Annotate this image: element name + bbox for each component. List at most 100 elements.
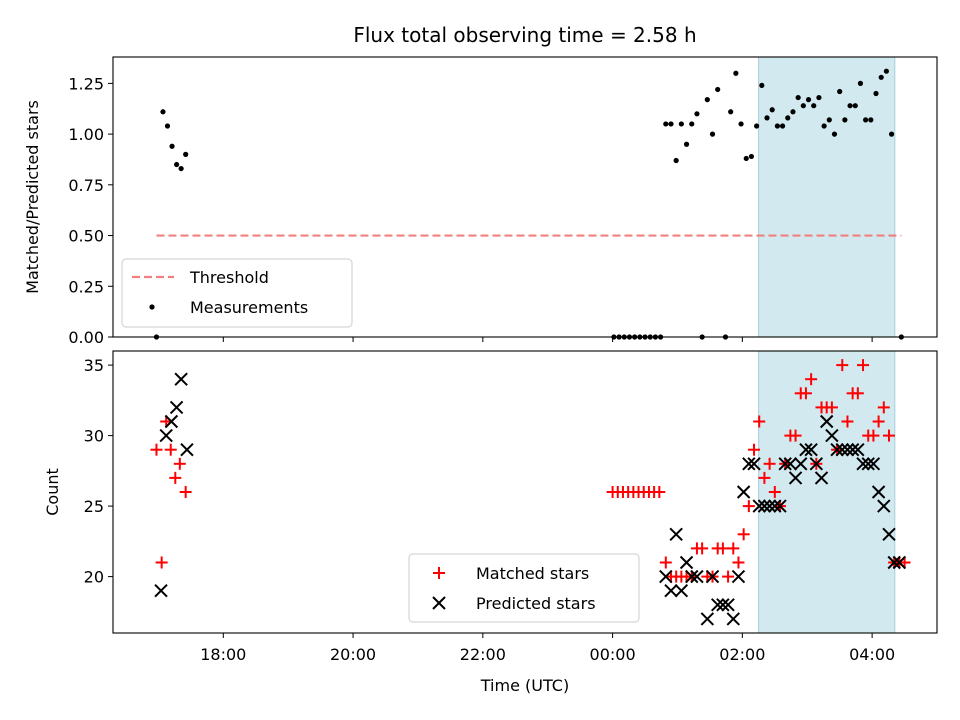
predicted-star-marker (664, 583, 678, 598)
x-tick-label: 22:00 (460, 645, 506, 664)
measurement-point (743, 155, 749, 162)
measurement-point (837, 88, 843, 95)
predicted-star-marker (742, 457, 756, 471)
top-y-tick-label: 0.50 (68, 227, 104, 246)
predicted-star-marker (752, 499, 766, 513)
matched-star-marker (789, 429, 802, 442)
measurement-point (774, 123, 780, 129)
measurement-point (160, 109, 166, 115)
predicted-star-marker (674, 583, 689, 598)
matched-star-marker (758, 471, 771, 484)
legend-matched-swatch (433, 567, 445, 579)
predicted-star-marker (788, 471, 803, 485)
measurement-point (169, 143, 175, 149)
measurement-point (733, 70, 739, 76)
matched-star-marker (653, 486, 666, 498)
predicted-star-marker (887, 555, 901, 570)
predicted-star-marker (768, 499, 782, 513)
predicted-star-marker (845, 442, 860, 457)
x-tick-label: 00:00 (590, 645, 636, 664)
matched-star-marker (825, 401, 838, 414)
chart-title: Flux total observing time = 2.58 h (353, 23, 696, 47)
predicted-star-marker (799, 442, 813, 457)
predicted-star-marker (679, 555, 694, 570)
top-y-axis-label: Matched/Predicted stars (23, 100, 42, 294)
measurement-point (178, 165, 184, 172)
measurement-point (748, 153, 755, 160)
matched-star-marker (179, 486, 192, 498)
top-axis-ticks: 0.00 0.25 0.50 0.75 1.00 1.25 (68, 74, 873, 347)
measurement-point (715, 86, 721, 93)
measurement-point (883, 68, 889, 74)
measurement-point (764, 115, 770, 121)
matched-star-marker (155, 556, 168, 569)
predicted-star-marker (731, 569, 746, 584)
legend-matched-label: Matched stars (476, 564, 589, 583)
legend-measurements-label: Measurements (190, 298, 308, 317)
x-tick-label: 02:00 (719, 645, 765, 664)
predicted-star-marker (825, 428, 839, 443)
measurement-point (694, 111, 700, 117)
measurement-point (821, 123, 827, 129)
legend-predicted-swatch (432, 596, 446, 610)
count-plot: 20 25 30 35 18:00 20:00 22:00 00:00 02:00 04:00 C… (43, 350, 938, 695)
matched-star-marker (805, 373, 818, 386)
observing-span-bottom (758, 350, 896, 634)
predicted-star-marker (877, 499, 891, 513)
matched-star-marker (851, 387, 864, 400)
matched-star-marker (732, 556, 745, 569)
predicted-star-marker (690, 569, 704, 584)
bottom-axis-ticks: 20 25 30 35 18:00 20:00 22:00 00:00 02:00 04:00 (84, 356, 896, 664)
top-legend: Threshold Measurements (121, 258, 353, 328)
ratio-plot: Flux total observing time = 2.58 h 0.000… (23, 23, 938, 347)
predicted-star-marker (804, 442, 818, 457)
measurement-point (831, 131, 838, 137)
matched-star-marker (753, 415, 766, 428)
measurement-point (704, 97, 710, 103)
top-axes-frame (112, 56, 938, 338)
matched-star-marker (164, 443, 177, 456)
predicted-star-marker (814, 471, 829, 485)
measurement-point (816, 94, 822, 101)
matched-star-marker (659, 556, 672, 569)
matched-star-marker (763, 457, 776, 470)
predicted-star-marker (856, 457, 870, 471)
predicted-star-marker (892, 555, 907, 570)
x-tick-label: 04:00 (849, 645, 895, 664)
predicted-star-marker (819, 414, 834, 429)
predicted-star-marker (710, 598, 725, 612)
measurement-point (785, 115, 791, 121)
predicted-star-marker (736, 485, 751, 499)
measurement-point (728, 109, 734, 115)
predicted-star-marker (685, 569, 699, 584)
measurement-point (805, 97, 812, 103)
predicted-star-marker (830, 442, 844, 457)
measurement-point (790, 109, 796, 115)
matched-star-marker (150, 443, 163, 456)
predicted-star-marker (861, 457, 875, 471)
predicted-star-marker (154, 583, 168, 598)
predicted-star-marker (851, 442, 865, 457)
predicted-star-marker (721, 598, 735, 612)
predicted-star-marker (866, 457, 881, 471)
matched-star-marker (742, 500, 755, 513)
measurement-point (663, 121, 669, 127)
measurement-point (683, 141, 690, 147)
matched-star-marker (169, 471, 182, 484)
measurement-point (842, 117, 848, 123)
matched-star-marker (857, 359, 870, 372)
legend-predicted-label: Predicted stars (476, 594, 596, 613)
measurement-point (678, 121, 684, 127)
top-y-tick-label: 0.25 (68, 277, 104, 296)
legend-threshold-label: Threshold (189, 268, 269, 287)
matched-star-marker (872, 415, 885, 428)
predicted-star-marker (773, 499, 787, 513)
top-y-tick-label: 0.75 (68, 176, 104, 195)
matched-star-marker (768, 486, 781, 498)
measurement-point (769, 107, 775, 113)
legend-measurements-swatch (149, 304, 155, 310)
x-tick-label: 20:00 (330, 645, 376, 664)
measurement-point (878, 74, 884, 80)
bottom-y-tick-label: 20 (84, 568, 104, 587)
observing-span-top (758, 56, 896, 338)
